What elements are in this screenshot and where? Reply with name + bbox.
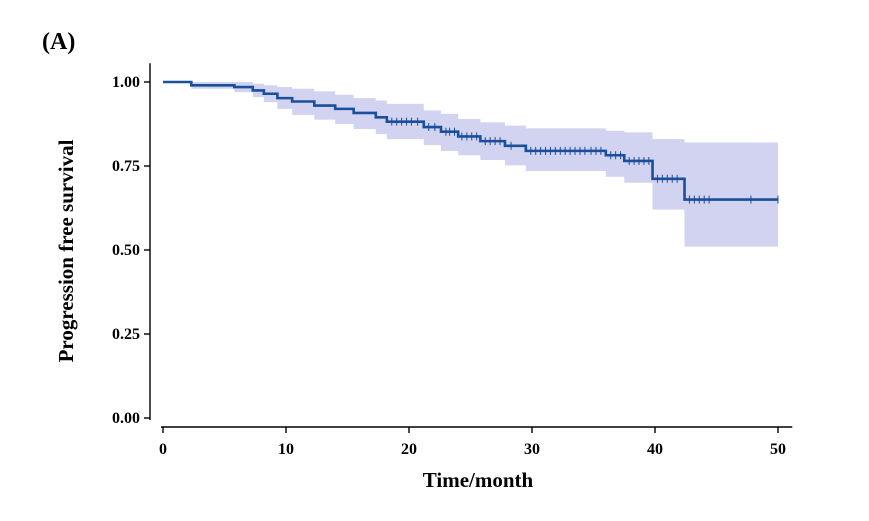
- y-tick-label: 0.25: [112, 326, 140, 343]
- survival-curve: [163, 80, 778, 201]
- y-tick-label: 0.75: [112, 158, 140, 175]
- x-tick-label: 50: [770, 441, 786, 458]
- y-tick-label: 0.50: [112, 242, 140, 259]
- x-axis-title: Time/month: [423, 468, 534, 492]
- y-tick-label: 1.00: [112, 74, 140, 91]
- x-tick-label: 30: [524, 441, 540, 458]
- confidence-band-layer: [163, 82, 778, 247]
- panel-label: (A): [42, 29, 75, 55]
- y-ticks: 0.00 0.25 0.50 0.75 1.00: [112, 74, 150, 427]
- x-tick-label: 10: [278, 441, 294, 458]
- x-ticks: 0 10 20 30 40 50: [159, 427, 786, 458]
- x-tick-label: 0: [159, 441, 167, 458]
- x-tick-label: 40: [647, 441, 663, 458]
- y-axis-title: Progression free survival: [54, 139, 78, 362]
- y-tick-label: 0.00: [112, 410, 140, 427]
- censor-marks-layer: [391, 117, 779, 204]
- axes: 0.00 0.25 0.50 0.75 1.00 0 10 20 30 40 50: [112, 63, 793, 458]
- plot-area: [163, 80, 779, 247]
- survival-line-layer: [163, 80, 778, 201]
- x-tick-label: 20: [401, 441, 417, 458]
- confidence-band: [163, 82, 778, 247]
